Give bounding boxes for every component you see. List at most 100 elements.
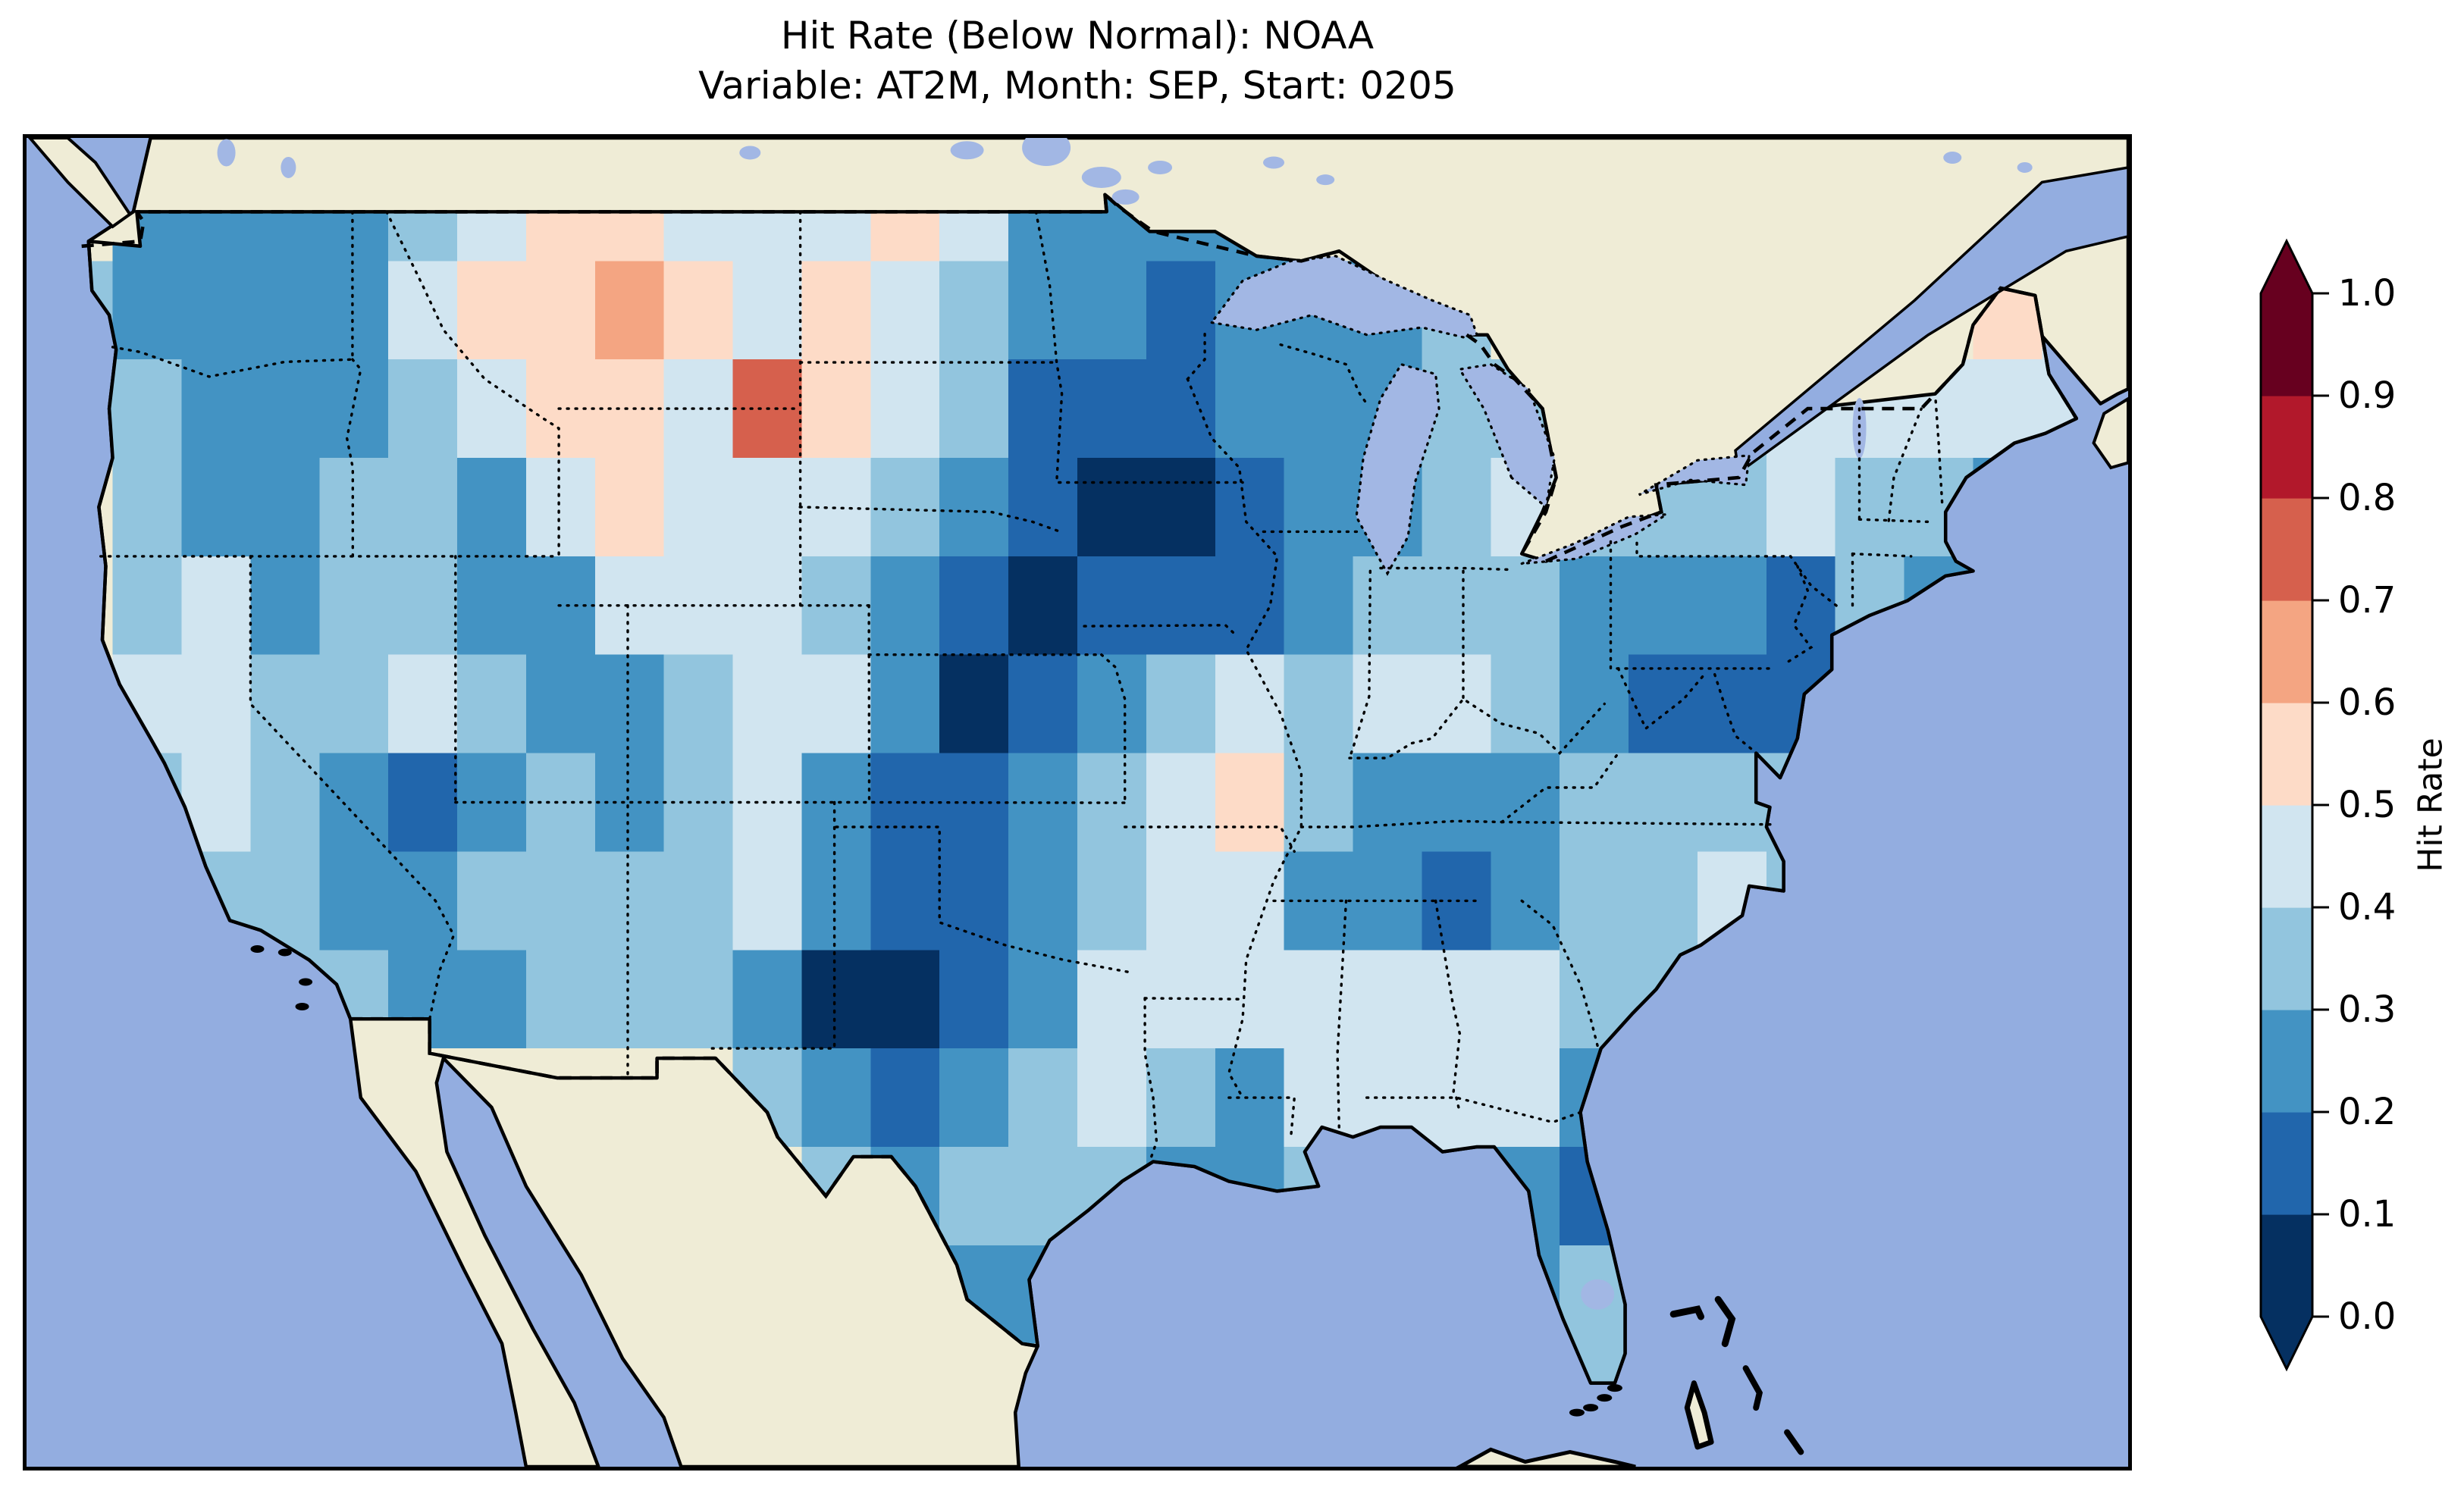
state-border (1455, 1096, 1462, 1114)
heatmap-cell (1077, 458, 1146, 556)
heatmap-cell (1215, 458, 1284, 556)
map-axes (23, 134, 2132, 1471)
heatmap-cell (319, 753, 389, 852)
heatmap-cell (594, 851, 664, 951)
heatmap-cell (1008, 851, 1077, 951)
small-lake (1081, 166, 1121, 188)
heatmap-cell (663, 556, 733, 655)
heatmap-cell (388, 359, 458, 459)
state-borders (99, 210, 1944, 1164)
heatmap-cell (870, 556, 940, 655)
heatmap-cell (1629, 851, 1698, 951)
heatmap-cell (112, 261, 182, 360)
heatmap-cell (1146, 556, 1215, 655)
bahamas-andros-island (1684, 1380, 1714, 1450)
small-lake (2017, 161, 2033, 173)
heatmap-cell (457, 654, 526, 753)
colorbar-tick-label: 0.8 (2338, 477, 2396, 519)
heatmap-cell (525, 458, 595, 556)
state-border (1100, 653, 1127, 804)
heatmap-cell (1560, 654, 1629, 753)
heatmap-cell (870, 359, 940, 459)
colorbar-segment (2261, 805, 2312, 908)
small-lake (1316, 174, 1335, 186)
heatmap-cell (181, 556, 251, 655)
state-border (1336, 899, 1348, 1134)
colorbar-tick-label: 0.7 (2338, 579, 2396, 622)
heatmap-cell (112, 359, 182, 459)
heatmap-cell (1077, 654, 1146, 753)
small-lake (1263, 156, 1285, 169)
heatmap-cell (1629, 753, 1698, 852)
heatmap-cell (388, 851, 458, 951)
heatmap-cell (457, 556, 526, 655)
heatmap-cell (939, 458, 1009, 556)
small-lake (1022, 138, 1071, 166)
heatmap-cell (1491, 556, 1560, 655)
colorbar-tick-label: 0.4 (2338, 886, 2396, 929)
heatmap-cell (181, 654, 251, 753)
bahamas-eleuthera-island (1742, 1365, 1763, 1411)
heatmap-cell (732, 654, 802, 753)
heatmap-cell (250, 556, 320, 655)
heatmap-cell (250, 654, 320, 753)
heatmap-cell (1008, 359, 1077, 459)
state-border (1713, 673, 1761, 757)
heatmap-cell (1215, 1048, 1284, 1147)
colorbar-tick-label: 0.9 (2338, 374, 2396, 417)
state-border (1782, 565, 1814, 666)
heatmap-cell (1491, 851, 1560, 951)
state-border (1379, 566, 1509, 572)
heatmap-cell (457, 851, 526, 951)
heatmap-cell (250, 458, 320, 556)
heatmap-cell (1422, 753, 1491, 852)
heatmap-cell (1560, 556, 1629, 655)
heatmap-cell (388, 654, 458, 753)
state-border (1857, 518, 1930, 524)
state-border (1299, 819, 1503, 828)
heatmap-cell (1146, 851, 1215, 951)
heatmap-cell (801, 654, 871, 753)
state-border (1933, 392, 1944, 504)
heatmap-cell (250, 359, 320, 459)
heatmap-cell (801, 359, 871, 459)
heatmap-cell (457, 261, 526, 360)
heatmap-cell (870, 1048, 940, 1147)
heatmap-cell (939, 654, 1009, 753)
heatmap-cell (1560, 753, 1629, 852)
heatmap-cell (1422, 458, 1491, 556)
small-lake (1943, 151, 1962, 164)
florida-keys-islet (1607, 1384, 1622, 1392)
heatmap-cell (1422, 950, 1491, 1049)
heatmap-cell (1284, 359, 1353, 459)
colorbar-segment (2261, 498, 2312, 601)
heatmap-cell (112, 556, 182, 655)
heatmap-cell (1077, 359, 1146, 459)
state-border (835, 825, 1130, 974)
heatmap-cell (732, 950, 802, 1049)
heatmap-cell (1422, 556, 1491, 655)
heatmap-cell (1077, 1048, 1146, 1147)
state-border (1616, 667, 1706, 731)
colorbar-extend-below (2261, 1317, 2312, 1369)
channel-island (250, 944, 265, 953)
heatmap-cell (1146, 359, 1215, 459)
heatmap-cell (1215, 654, 1284, 753)
chart-title: Hit Rate (Below Normal): NOAA Variable: … (23, 11, 2132, 111)
heatmap-cell (870, 261, 940, 360)
heatmap-cell (594, 261, 664, 360)
heatmap-cell (1008, 556, 1077, 655)
colorbar-tick-label: 0.1 (2338, 1193, 2396, 1236)
heatmap-cell (1353, 950, 1422, 1049)
heatmap-cell (870, 950, 940, 1049)
heatmap-cell (319, 359, 389, 459)
us-canada-border (81, 210, 1107, 249)
channel-island (295, 1002, 309, 1010)
state-border (1434, 899, 1462, 1099)
colorbar-tick-label: 1.0 (2338, 272, 2396, 315)
nova-scotia (2092, 396, 2128, 470)
lake-ontario (1638, 454, 1751, 496)
state-border (345, 358, 362, 558)
colorbar-segment (2261, 396, 2312, 499)
heatmap-cell (525, 851, 595, 951)
